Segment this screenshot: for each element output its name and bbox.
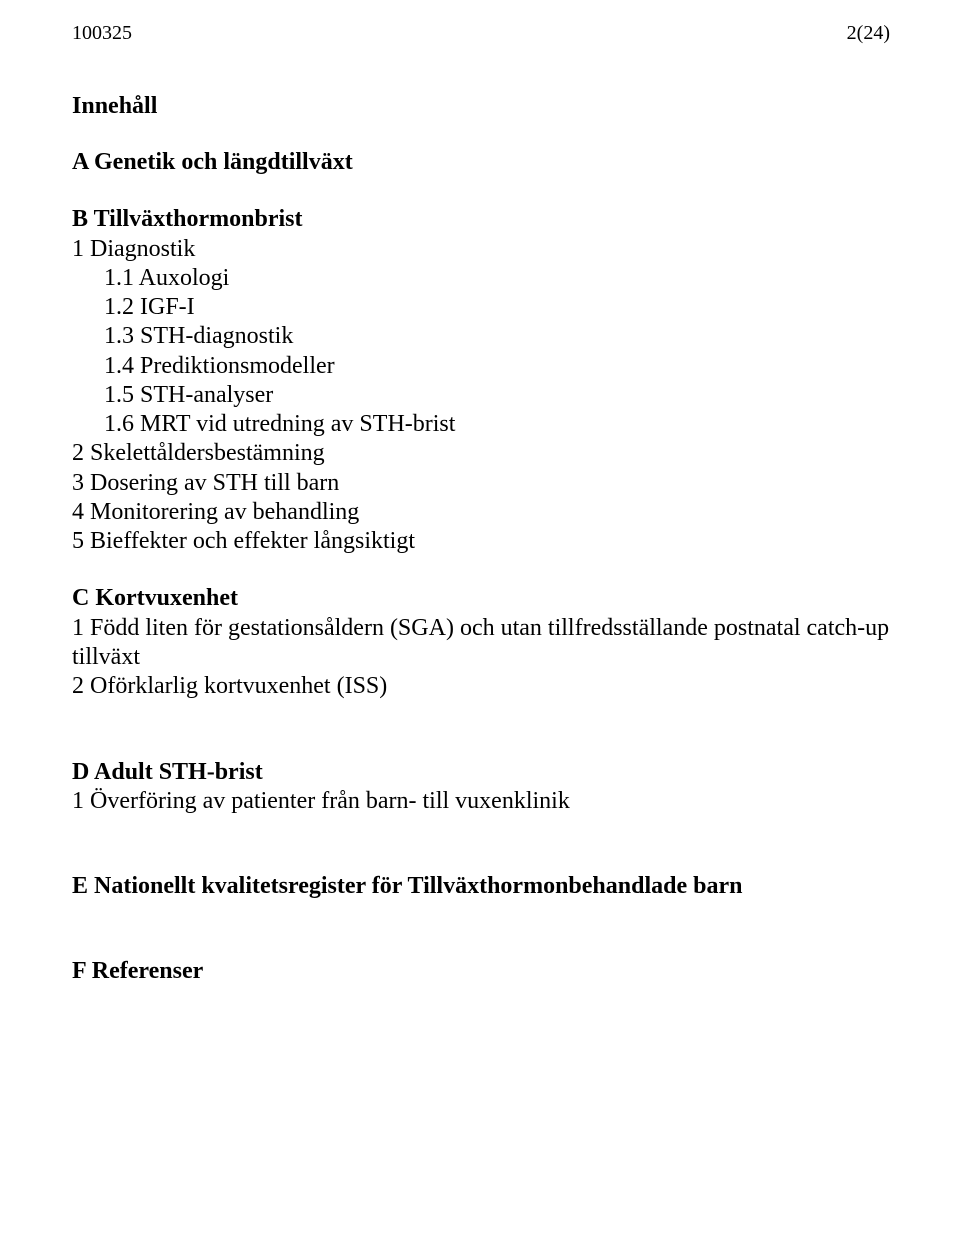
section-b-item-1-5: 1.5 STH-analyser [104, 381, 890, 410]
section-b-item-5: 5 Bieffekter och effekter långsiktigt [72, 527, 890, 556]
section-b-item-1-2: 1.2 IGF-I [104, 293, 890, 322]
doc-title: Innehåll [72, 93, 890, 120]
section-b-item-1: 1 Diagnostik [72, 235, 890, 264]
section-a-heading: A Genetik och längdtillväxt [72, 148, 890, 177]
section-b-item-2: 2 Skelettåldersbestämning [72, 439, 890, 468]
section-b-item-1-6: 1.6 MRT vid utredning av STH-brist [104, 410, 890, 439]
header-left: 100325 [72, 22, 132, 45]
section-b-item-1-1: 1.1 Auxologi [104, 264, 890, 293]
header-right: 2(24) [847, 22, 890, 45]
section-b-item-4: 4 Monitorering av behandling [72, 498, 890, 527]
section-c-item-1: 1 Född liten för gestationsåldern (SGA) … [72, 614, 890, 673]
section-b-item-1-3: 1.3 STH-diagnostik [104, 322, 890, 351]
page-header: 100325 2(24) [72, 22, 890, 45]
section-d-heading: D Adult STH-brist [72, 758, 890, 787]
section-f-heading: F Referenser [72, 957, 890, 986]
section-d-item-1: 1 Överföring av patienter från barn- til… [72, 787, 890, 816]
section-c-heading: C Kortvuxenhet [72, 584, 890, 613]
section-e-heading: E Nationellt kvalitetsregister för Tillv… [72, 872, 890, 901]
page: 100325 2(24) Innehåll A Genetik och läng… [0, 0, 960, 1256]
section-b-heading: B Tillväxthormonbrist [72, 205, 890, 234]
section-c-item-2: 2 Oförklarlig kortvuxenhet (ISS) [72, 672, 890, 701]
section-b-item-3: 3 Dosering av STH till barn [72, 469, 890, 498]
section-b-item-1-4: 1.4 Prediktionsmodeller [104, 352, 890, 381]
